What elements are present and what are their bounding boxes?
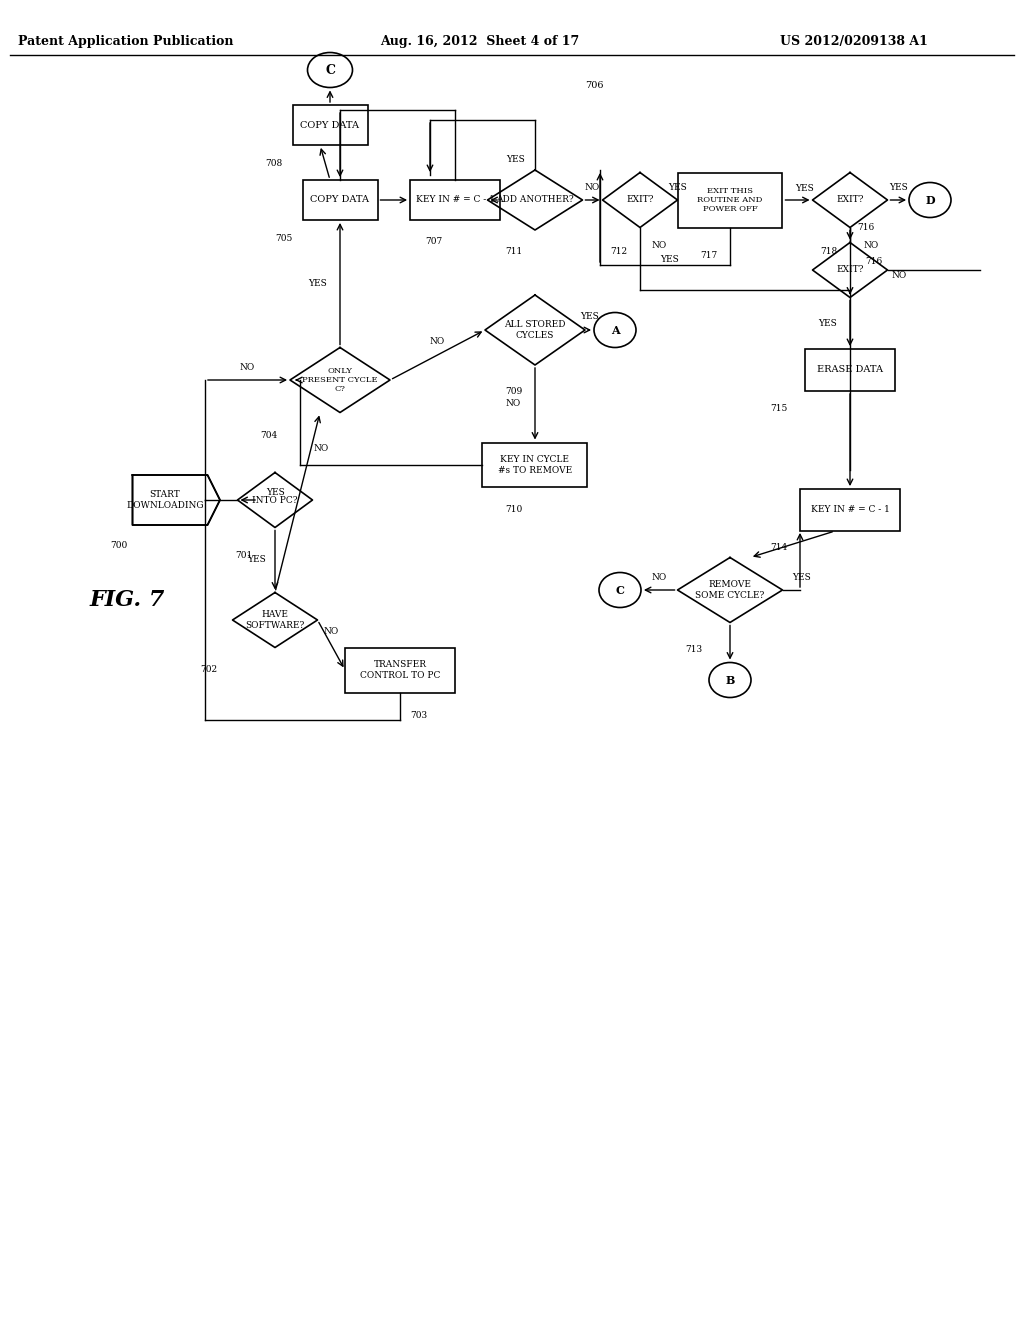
Text: YES: YES [889,182,907,191]
Text: 701: 701 [234,550,252,560]
Text: NO: NO [651,573,667,582]
Text: EXIT?: EXIT? [627,195,653,205]
Polygon shape [132,475,220,525]
Text: A: A [610,325,620,335]
Text: Patent Application Publication: Patent Application Publication [18,36,233,48]
Text: 716: 716 [865,257,883,267]
Text: 706: 706 [585,81,603,90]
Text: YES: YES [308,280,328,288]
Text: EXIT?: EXIT? [837,265,863,275]
FancyBboxPatch shape [410,180,500,220]
Text: B: B [725,675,734,685]
Text: YES: YES [660,256,679,264]
Ellipse shape [599,573,641,607]
Text: KEY IN # = C - 1: KEY IN # = C - 1 [811,506,890,515]
Text: NO: NO [506,399,520,408]
Text: YES: YES [266,488,285,498]
FancyBboxPatch shape [302,180,378,220]
Text: COPY DATA: COPY DATA [300,120,359,129]
Text: EXIT THIS
ROUTINE AND
POWER OFF: EXIT THIS ROUTINE AND POWER OFF [697,187,763,214]
Text: ONLY
PRESENT CYCLE
C?: ONLY PRESENT CYCLE C? [302,367,378,393]
Text: 713: 713 [685,645,702,655]
Text: NO: NO [313,444,329,453]
Text: C: C [325,63,335,77]
Text: Aug. 16, 2012  Sheet 4 of 17: Aug. 16, 2012 Sheet 4 of 17 [380,36,580,48]
Text: 718: 718 [820,248,838,256]
Text: YES: YES [792,573,811,582]
Text: ADD ANOTHER?: ADD ANOTHER? [497,195,573,205]
Text: 704: 704 [260,430,278,440]
Text: NO: NO [240,363,255,372]
Text: HAVE
SOFTWARE?: HAVE SOFTWARE? [246,610,304,630]
FancyBboxPatch shape [800,488,900,531]
Text: 716: 716 [857,223,874,232]
Ellipse shape [307,53,352,87]
FancyBboxPatch shape [293,106,368,145]
Text: NO: NO [863,240,879,249]
Text: 705: 705 [275,234,293,243]
Text: KEY IN # = C - 1: KEY IN # = C - 1 [416,195,495,205]
Text: ALL STORED
CYCLES: ALL STORED CYCLES [504,321,565,339]
Text: 712: 712 [610,248,627,256]
Text: 707: 707 [425,238,442,247]
FancyBboxPatch shape [678,173,782,227]
Text: TRANSFER
CONTROL TO PC: TRANSFER CONTROL TO PC [359,660,440,680]
Text: YES: YES [668,182,687,191]
Text: COPY DATA: COPY DATA [310,195,370,205]
Text: 700: 700 [110,540,127,549]
Text: 715: 715 [770,404,787,413]
Ellipse shape [594,313,636,347]
Text: D: D [926,194,935,206]
Ellipse shape [709,663,751,697]
Text: START
DOWNLOADING: START DOWNLOADING [126,490,204,510]
Text: 703: 703 [410,710,427,719]
Text: 702: 702 [200,665,217,675]
FancyBboxPatch shape [805,348,895,391]
FancyBboxPatch shape [345,648,455,693]
Text: EXIT?: EXIT? [837,195,863,205]
Text: 710: 710 [505,506,522,515]
Text: 708: 708 [265,158,283,168]
Text: C: C [615,585,625,595]
Text: YES: YES [818,318,838,327]
Text: ERASE DATA: ERASE DATA [817,366,883,375]
Text: NO: NO [324,627,339,636]
Ellipse shape [909,182,951,218]
Text: INTO PC?: INTO PC? [252,495,298,504]
Text: NO: NO [585,182,600,191]
Text: NO: NO [652,240,668,249]
Text: YES: YES [248,556,266,565]
FancyBboxPatch shape [482,442,588,487]
Text: YES: YES [581,313,599,322]
Text: NO: NO [892,271,907,280]
Text: US 2012/0209138 A1: US 2012/0209138 A1 [780,36,928,48]
Text: REMOVE
SOME CYCLE?: REMOVE SOME CYCLE? [695,581,765,599]
Text: 709: 709 [505,388,522,396]
Text: KEY IN CYCLE
#s TO REMOVE: KEY IN CYCLE #s TO REMOVE [498,455,572,475]
Text: YES: YES [795,183,814,193]
Text: YES: YES [506,156,525,165]
Text: 714: 714 [770,544,787,553]
Text: FIG. 7: FIG. 7 [90,589,165,611]
Text: 711: 711 [505,248,522,256]
Text: NO: NO [430,338,445,346]
Text: 717: 717 [700,251,717,260]
